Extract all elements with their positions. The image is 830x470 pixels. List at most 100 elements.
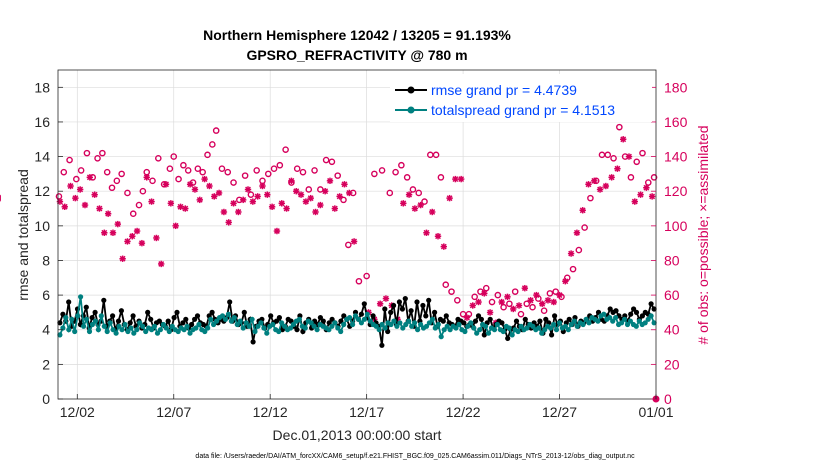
totalspread-point — [621, 316, 628, 322]
y-left-tick-label: 8 — [42, 252, 50, 268]
obs-assimilated-point — [637, 191, 644, 198]
obs-possible-point — [378, 167, 386, 174]
obs-assimilated-point — [91, 191, 98, 198]
rmse-point — [481, 332, 487, 338]
totalspread-point — [187, 330, 193, 336]
rmse-point — [326, 320, 332, 326]
totalspread-point — [477, 327, 483, 333]
obs-possible-point — [494, 291, 502, 299]
obs-assimilated-point — [504, 293, 511, 301]
totalspread-point — [83, 316, 90, 322]
totalspread-point — [568, 321, 574, 328]
totalspread-point — [66, 327, 72, 333]
totalspread-point — [583, 316, 589, 322]
totalspread-point — [222, 316, 229, 322]
y-right-tick-label: 160 — [664, 114, 688, 130]
obs-assimilated-point — [608, 174, 615, 181]
obs-possible-point — [139, 187, 147, 195]
obs-assimilated-point — [96, 205, 103, 212]
obs-assimilated-point — [463, 314, 471, 321]
totalspread-point — [107, 320, 113, 326]
totalspread-point — [151, 323, 158, 329]
rmse-point — [110, 313, 116, 319]
totalspread-point — [542, 327, 548, 333]
rmse-point — [276, 315, 282, 321]
obs-possible-point — [224, 168, 232, 176]
obs-assimilated-point — [350, 238, 358, 245]
obs-possible-point — [442, 281, 450, 289]
y-left-ticks: 0 2 4 6 8 10 12 14 16 18 — [34, 79, 63, 407]
totalspread-point — [101, 323, 107, 329]
totalspread-point — [237, 318, 243, 324]
obs-possible-point — [276, 161, 284, 169]
totalspread-point — [75, 313, 81, 319]
rmse-point — [127, 320, 133, 326]
totalspread-point — [134, 327, 140, 333]
rmse-point — [613, 308, 619, 314]
rmse-point — [83, 304, 89, 310]
totalspread-point — [548, 325, 554, 331]
obs-possible-point — [546, 290, 554, 297]
obs-assimilated-point — [331, 205, 339, 212]
totalspread-point — [524, 325, 530, 331]
rmse-point — [379, 342, 385, 348]
obs-assimilated-point — [61, 203, 68, 210]
totalspread-point — [494, 321, 500, 328]
rmse-point — [408, 308, 414, 314]
y-right-tick-label: 40 — [664, 322, 680, 338]
obs-assimilated-point — [336, 193, 343, 200]
obs-possible-point — [299, 168, 307, 176]
rmse-point — [145, 309, 151, 315]
totalspread-point — [341, 321, 347, 328]
obs-assimilated-point — [104, 210, 112, 217]
rmse-point — [194, 313, 201, 319]
totalspread-point — [175, 328, 181, 335]
rmse-point — [227, 299, 233, 305]
obs-possible-point — [99, 149, 106, 157]
obs-possible-point — [448, 288, 455, 295]
obs-assimilated-point — [411, 205, 419, 212]
obs-assimilated-point — [297, 191, 305, 198]
totalspread-point — [163, 325, 169, 331]
totalspread-point — [314, 327, 320, 333]
totalspread-point — [205, 325, 211, 331]
totalspread-point — [243, 320, 249, 326]
obs-possible-point — [293, 165, 301, 172]
obs-assimilated-point — [486, 309, 494, 316]
obs-assimilated-point — [620, 136, 627, 143]
rmse-point — [487, 316, 493, 322]
totalspread-point — [409, 323, 415, 329]
totalspread-point — [329, 323, 335, 329]
rmse-point — [543, 316, 549, 322]
totalspread-point — [645, 316, 651, 322]
totalspread-point — [465, 323, 471, 329]
obs-possible-point — [60, 168, 68, 176]
obs-assimilated-point — [614, 165, 621, 172]
obs-possible-point — [523, 300, 531, 308]
obs-assimilated-point — [119, 255, 126, 262]
x-tick-label: 01/01 — [638, 404, 673, 420]
obs-assimilated-point — [631, 198, 638, 205]
totalspread-point — [562, 323, 569, 329]
legend-box — [390, 74, 652, 122]
obs-assimilated-point — [129, 233, 136, 240]
obs-possible-point — [230, 179, 237, 186]
rmse-point — [513, 318, 520, 324]
obs-assimilated-point — [469, 302, 476, 309]
obs-assimilated-point — [201, 175, 208, 183]
totalspread-point — [63, 315, 69, 321]
totalspread-point — [143, 328, 149, 335]
totalspread-point — [119, 327, 125, 333]
obs-possible-point — [55, 193, 63, 200]
obs-possible-point — [409, 186, 417, 193]
totalspread-point — [196, 321, 202, 328]
totalspread-point — [441, 327, 447, 333]
obs-assimilated-point — [538, 300, 546, 307]
obs-assimilated-point — [162, 181, 170, 188]
obs-assimilated-point — [293, 188, 300, 195]
y-right-tick-label: 60 — [664, 287, 680, 303]
rmse-point — [633, 309, 640, 315]
rmse-point — [115, 318, 122, 324]
totalspread-point — [619, 320, 625, 326]
rmse-point — [426, 297, 432, 303]
